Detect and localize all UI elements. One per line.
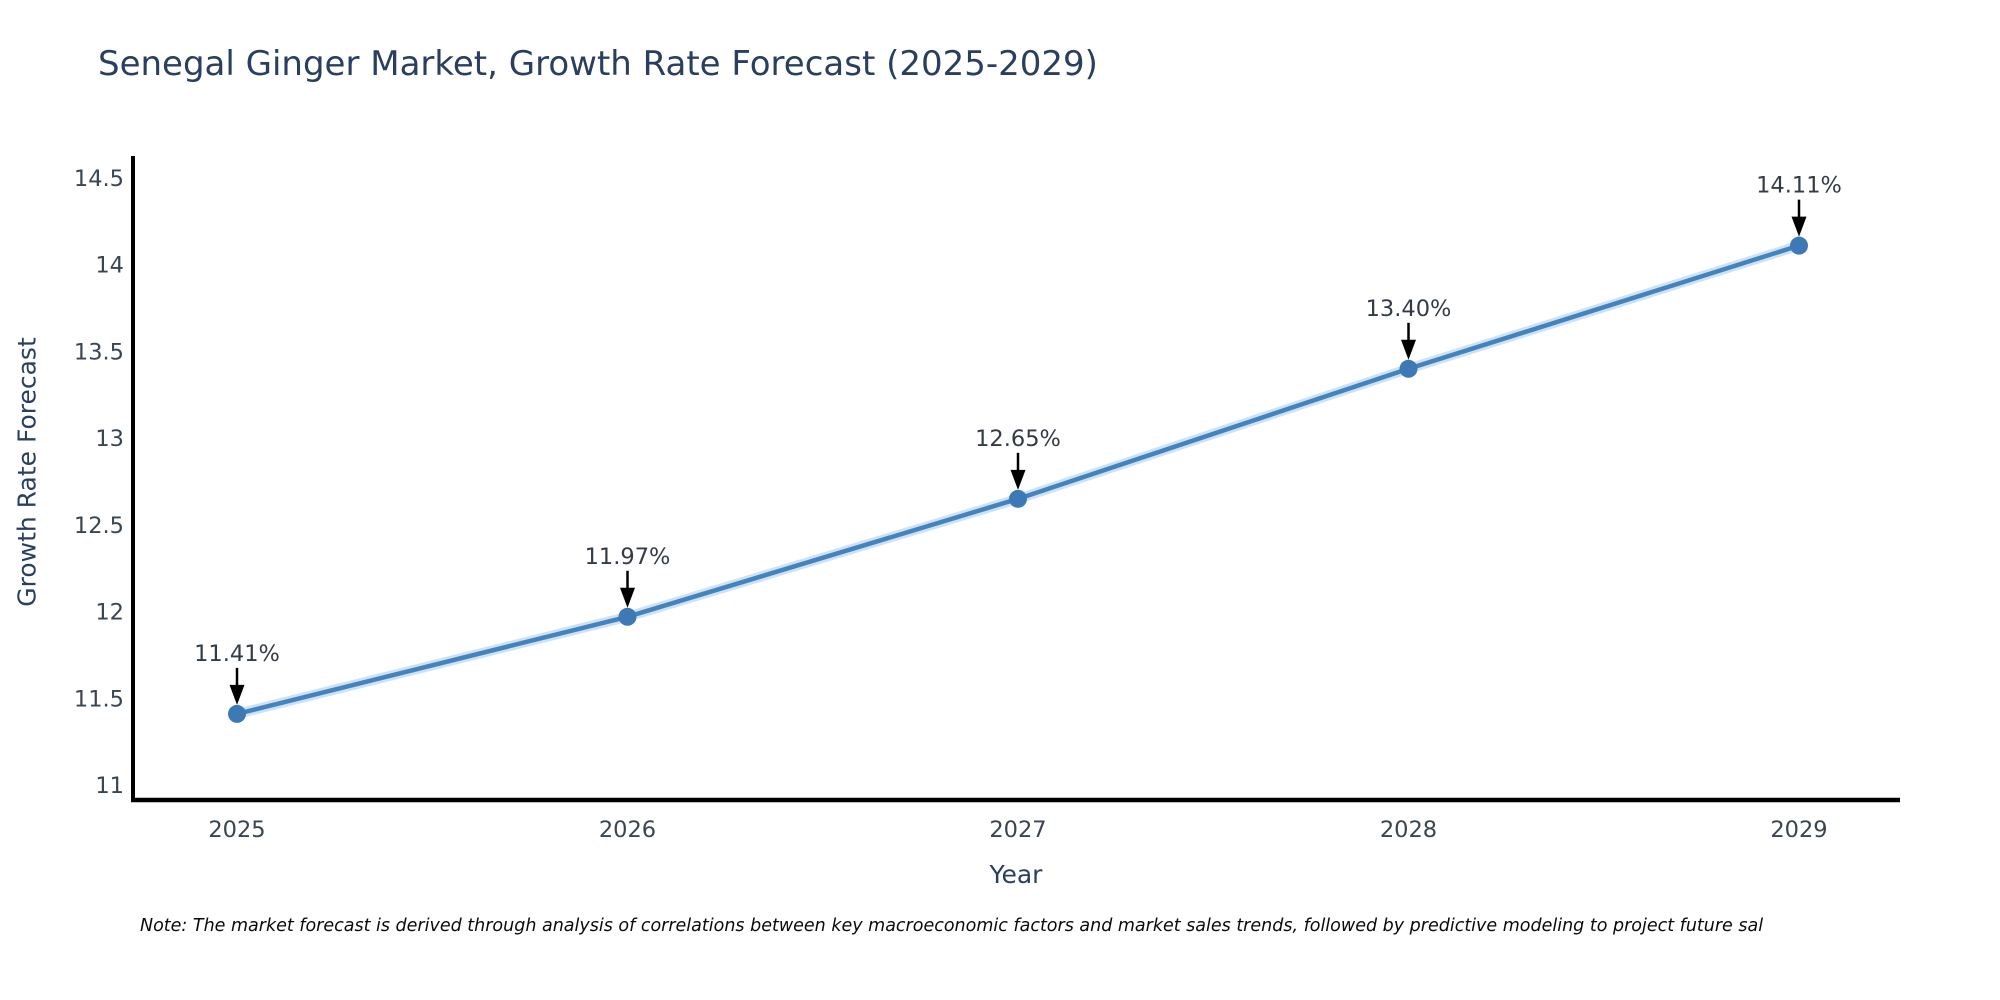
y-tick-label: 13.5	[74, 339, 124, 365]
annotation-label: 11.41%	[194, 641, 280, 667]
annotation-arrowhead-icon	[1401, 339, 1416, 360]
y-tick-label: 14	[95, 253, 124, 279]
annotation-label: 12.65%	[975, 426, 1061, 452]
x-tick-label: 2029	[1770, 817, 1827, 843]
y-tick-label: 11.5	[74, 686, 124, 712]
annotation-arrowhead-icon	[229, 684, 245, 705]
annotation-arrowhead-icon	[620, 587, 635, 608]
data-point-2029[interactable]	[1790, 236, 1808, 255]
y-tick-label: 13	[95, 426, 124, 452]
y-tick-label: 14.5	[74, 166, 124, 192]
annotation-label: 14.11%	[1756, 173, 1842, 199]
data-point-2026[interactable]	[618, 607, 637, 626]
x-axis-title: Year	[989, 860, 1043, 889]
y-tick-label: 12	[95, 600, 124, 626]
chart-footnote: Note: The market forecast is derived thr…	[140, 916, 1764, 936]
annotation-label: 13.40%	[1366, 296, 1452, 322]
y-tick-label: 12.5	[74, 513, 124, 539]
annotation-arrowhead-icon	[1010, 469, 1026, 490]
annotation-label: 11.97%	[585, 544, 671, 570]
data-point-2025[interactable]	[228, 704, 246, 723]
annotation-arrowhead-icon	[1791, 216, 1807, 237]
y-tick-label: 11	[95, 773, 124, 799]
chart-title: Senegal Ginger Market, Growth Rate Forec…	[98, 44, 1098, 84]
x-tick-label: 2027	[989, 817, 1046, 843]
x-tick-label: 2025	[208, 817, 265, 843]
data-point-2028[interactable]	[1399, 359, 1418, 378]
data-point-2027[interactable]	[1009, 489, 1027, 508]
x-tick-label: 2026	[599, 817, 656, 843]
x-tick-label: 2028	[1380, 817, 1437, 843]
